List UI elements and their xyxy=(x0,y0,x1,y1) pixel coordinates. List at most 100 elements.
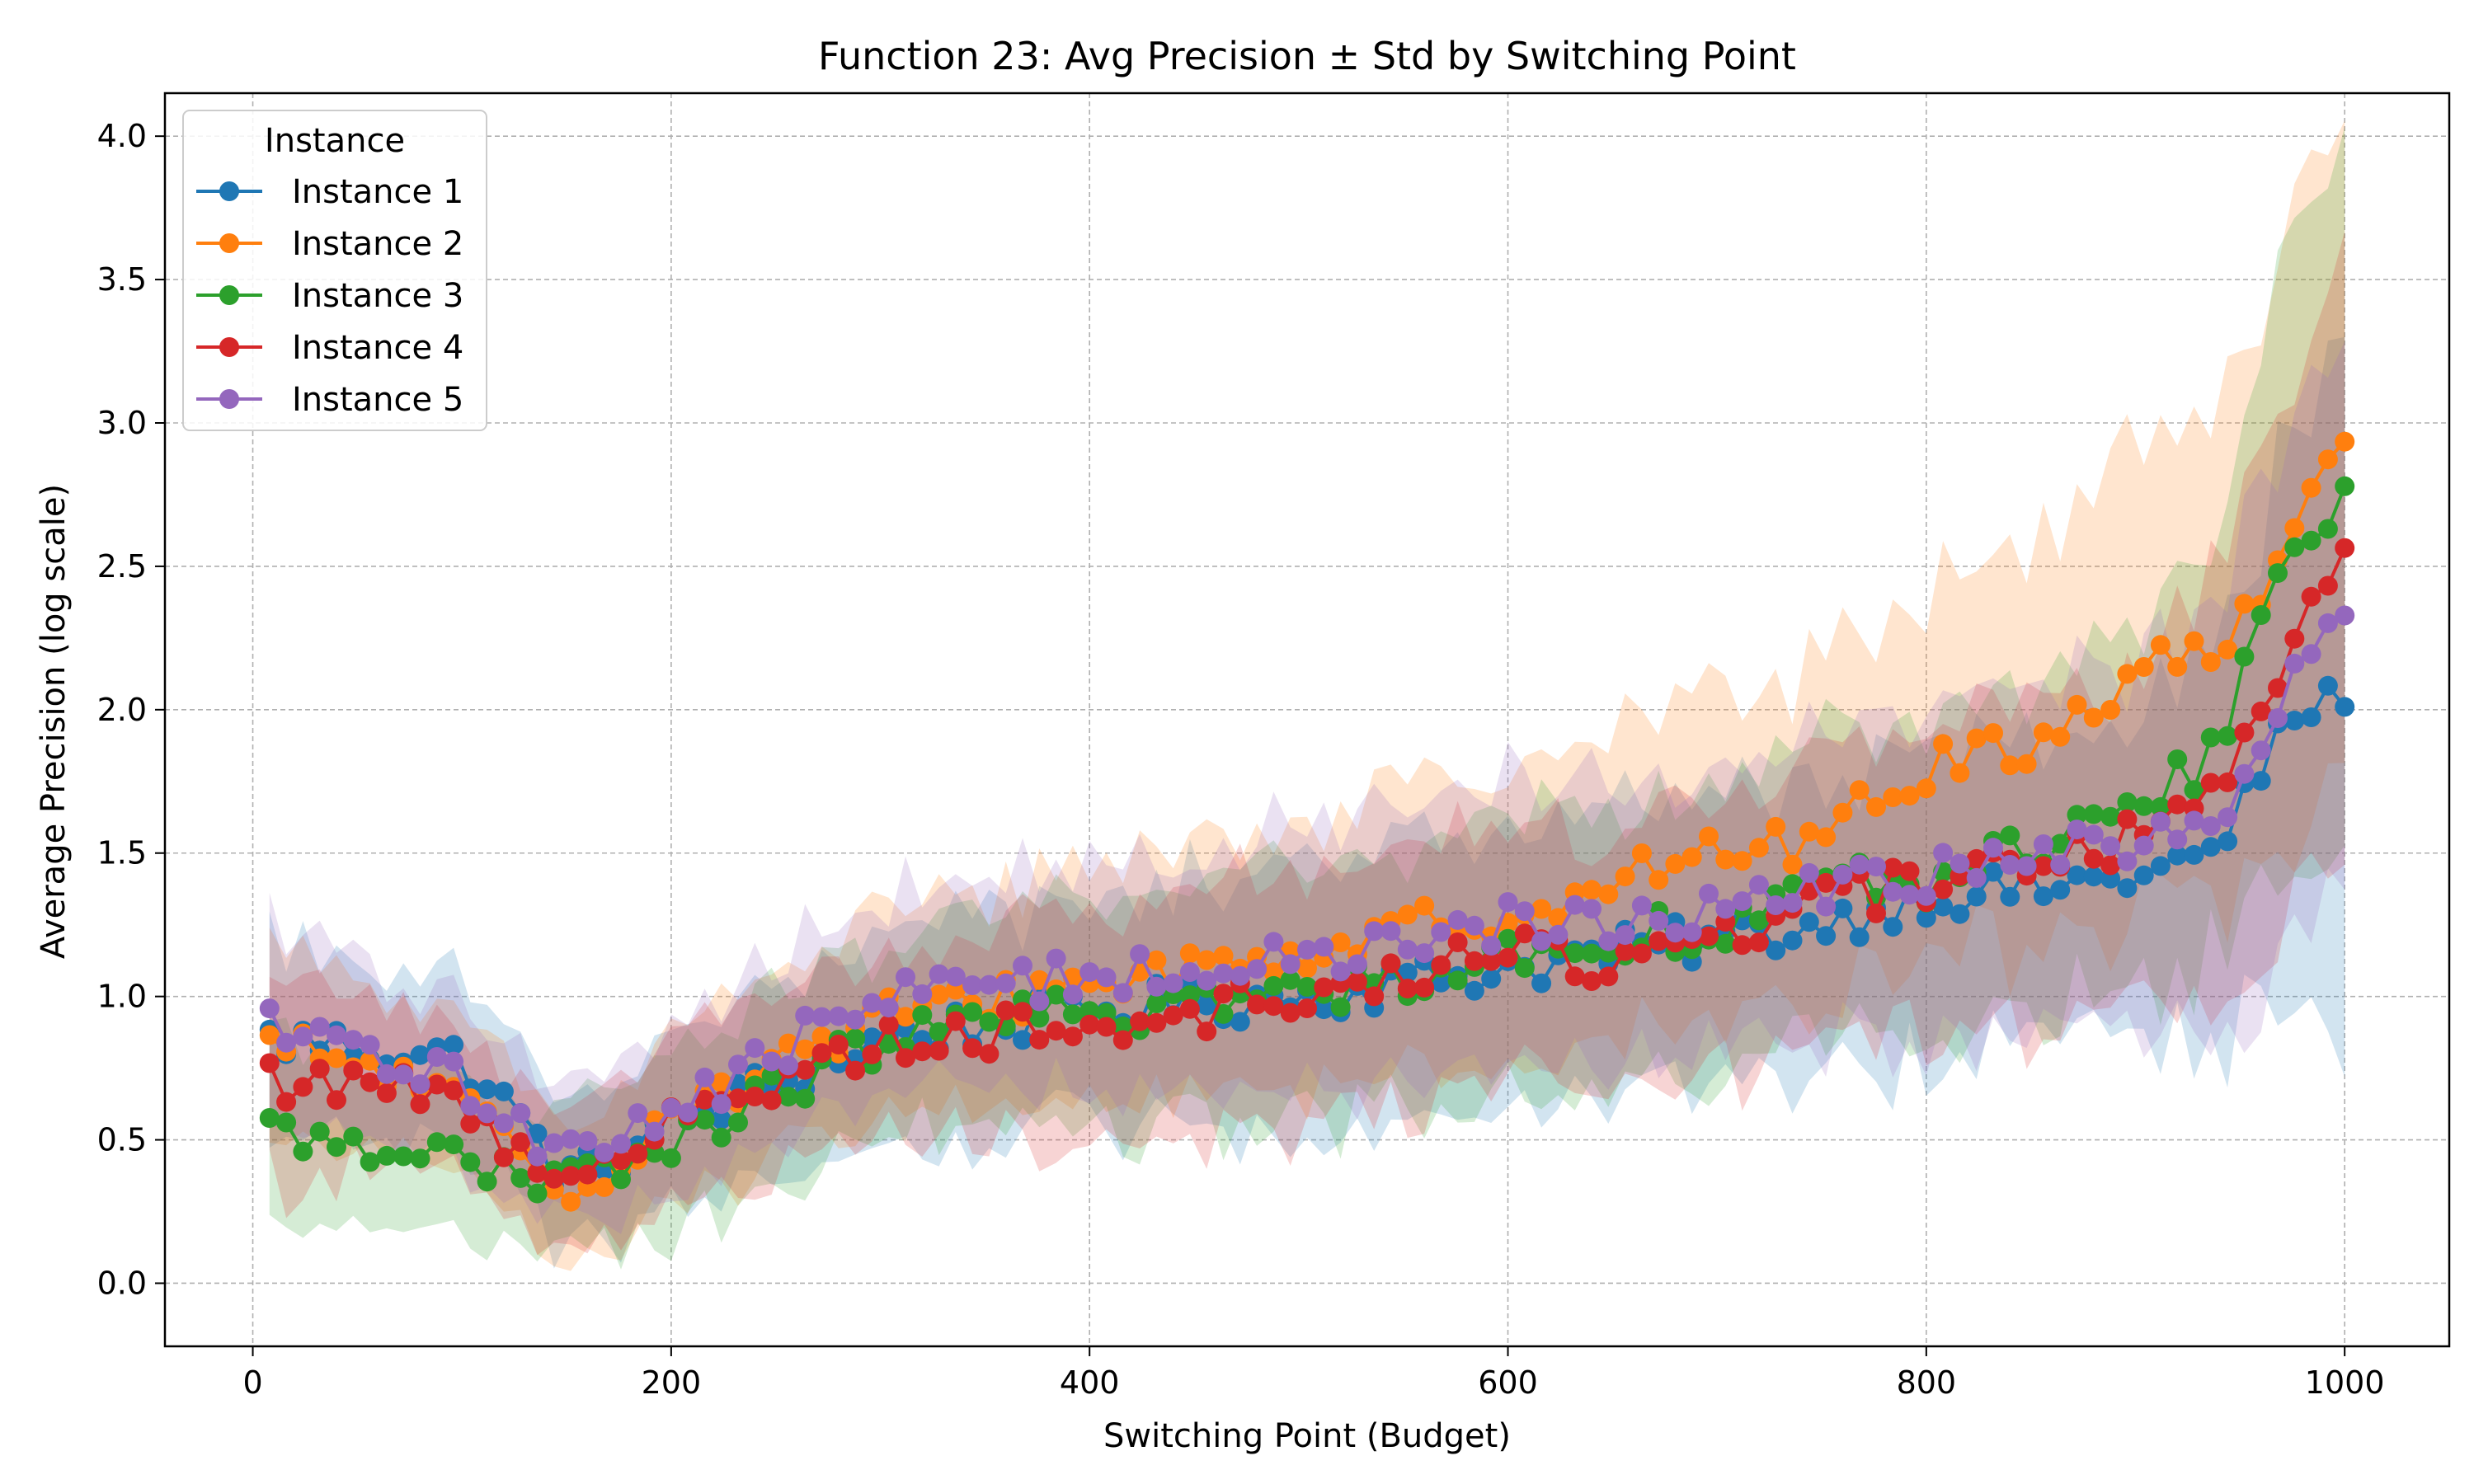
std-band xyxy=(269,127,2345,1270)
data-point xyxy=(795,1059,816,1080)
data-point xyxy=(1431,922,1451,942)
data-point xyxy=(1263,932,1284,952)
data-point xyxy=(1916,778,1936,799)
data-point xyxy=(1447,970,1468,991)
data-point xyxy=(1849,927,1870,947)
data-point xyxy=(1062,984,1083,1005)
legend-title: Instance xyxy=(265,122,405,160)
data-point xyxy=(2251,771,2271,791)
data-point xyxy=(2117,851,2138,871)
data-point xyxy=(811,1043,832,1064)
data-point xyxy=(460,1096,481,1116)
data-point xyxy=(410,1094,430,1115)
data-point xyxy=(2083,707,2104,728)
data-point xyxy=(1582,971,1602,991)
data-point xyxy=(628,1144,648,1164)
data-point xyxy=(1297,977,1317,997)
data-point xyxy=(2117,664,2138,684)
x-tick-label: 1000 xyxy=(2305,1364,2385,1401)
data-point xyxy=(343,1126,364,1147)
data-point xyxy=(2167,749,2188,769)
data-point xyxy=(1213,963,1234,984)
data-point xyxy=(259,998,280,1019)
data-point xyxy=(259,1108,280,1128)
data-point xyxy=(678,1102,698,1123)
data-point xyxy=(2200,652,2221,672)
y-tick-label: 0.0 xyxy=(97,1265,147,1301)
data-point xyxy=(2016,856,2037,876)
data-point xyxy=(1297,958,1317,979)
data-point xyxy=(845,1028,866,1049)
data-point xyxy=(493,1081,514,1101)
data-point xyxy=(1582,880,1602,900)
data-point xyxy=(962,1038,983,1059)
data-point xyxy=(1748,875,1769,895)
legend-label: Instance 4 xyxy=(292,329,463,367)
data-point xyxy=(1514,923,1535,944)
data-point xyxy=(1748,932,1769,953)
data-point xyxy=(1447,932,1468,952)
y-tick-label: 3.5 xyxy=(97,261,147,298)
data-point xyxy=(1247,959,1268,979)
data-point xyxy=(1933,879,1954,899)
data-point xyxy=(1397,904,1418,925)
data-point xyxy=(276,1032,297,1053)
data-point xyxy=(376,1082,397,1103)
data-point xyxy=(644,1121,665,1142)
data-point xyxy=(1230,1012,1250,1032)
data-point xyxy=(628,1103,648,1124)
data-point xyxy=(711,1127,731,1148)
data-point xyxy=(477,1172,497,1192)
data-point xyxy=(694,1067,715,1087)
data-point xyxy=(1933,734,1954,754)
data-point xyxy=(828,1035,849,1054)
data-point xyxy=(2200,837,2221,857)
data-point xyxy=(1146,1012,1167,1033)
x-tick-label: 0 xyxy=(242,1364,262,1401)
data-point xyxy=(1096,1003,1117,1023)
data-point xyxy=(1966,886,1987,907)
data-point xyxy=(711,1109,731,1129)
data-point xyxy=(1631,895,1652,916)
legend-marker xyxy=(219,285,239,305)
data-point xyxy=(510,1167,531,1188)
data-point xyxy=(1380,921,1401,942)
data-point xyxy=(1832,864,1853,885)
data-point xyxy=(1649,931,1669,951)
data-point xyxy=(811,1007,832,1027)
data-point xyxy=(1414,895,1435,916)
data-point xyxy=(343,1060,364,1081)
series xyxy=(259,538,2355,1189)
data-point xyxy=(1263,962,1284,983)
data-point xyxy=(929,1021,949,1042)
data-point xyxy=(1916,908,1936,928)
data-point xyxy=(1013,1002,1032,1022)
data-point xyxy=(2200,773,2221,793)
data-point xyxy=(2050,726,2071,747)
data-point xyxy=(1380,953,1401,974)
data-point xyxy=(878,998,899,1018)
y-tick-label: 0.5 xyxy=(97,1122,147,1158)
data-point xyxy=(1799,821,1819,842)
data-point xyxy=(1950,763,1970,783)
data-point xyxy=(2083,848,2104,869)
data-point xyxy=(1112,1030,1133,1050)
data-point xyxy=(1766,940,1786,960)
data-point xyxy=(2167,656,2188,677)
data-point xyxy=(1899,885,1920,905)
data-point xyxy=(979,1012,999,1032)
data-point xyxy=(661,1148,681,1168)
data-point xyxy=(1883,857,1903,878)
data-point xyxy=(1397,979,1418,998)
data-point xyxy=(2067,805,2087,825)
legend-marker xyxy=(219,337,239,357)
data-point xyxy=(510,1103,531,1124)
y-tick-label: 2.0 xyxy=(97,692,147,728)
data-point xyxy=(594,1143,614,1162)
data-point xyxy=(2200,816,2221,836)
data-point xyxy=(2301,707,2321,727)
data-point xyxy=(577,1164,598,1185)
data-point xyxy=(1197,970,1217,991)
data-point xyxy=(1816,827,1837,848)
series xyxy=(259,605,2355,1167)
